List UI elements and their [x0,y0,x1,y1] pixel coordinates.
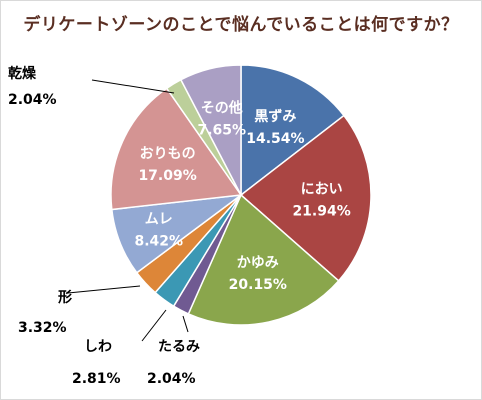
slice-value-2: 20.15% [229,277,287,293]
slice-value-7: 17.09% [138,168,196,184]
slice-value-4: 2.81% [72,371,121,387]
slice-label-1: におい [301,182,343,198]
slice-label-8: 乾燥 [8,65,37,82]
slice-value-0: 14.54% [246,131,304,147]
pie-slice-2 [187,193,340,326]
slice-label-3: たるみ [158,339,200,355]
leader-line-4 [141,309,167,342]
pie-slice-0 [240,64,345,197]
slice-value-3: 2.04% [147,371,196,387]
pie-slice-7 [110,87,243,211]
pie-slice-9 [179,64,242,196]
slice-label-0: 黒ずみ [254,108,296,125]
pie-slice-1 [239,114,372,282]
slice-label-5: 形 [58,289,72,306]
leader-line-3 [182,315,189,333]
slice-label-2: かゆみ [237,255,279,271]
slice-value-6: 8.42% [135,234,184,250]
leader-line-8 [91,79,175,94]
slice-label-6: ムレ [145,212,173,228]
slice-value-5: 3.32% [18,320,67,336]
slice-label-7: おりもの [140,146,196,162]
slice-value-9: 7.65% [198,123,247,139]
slice-value-1: 21.94% [292,204,350,220]
slice-label-4: しわ [84,339,112,355]
chart-title: デリケートゾーンのことで悩んでいることは何ですか？ [23,15,459,35]
leader-line-5 [67,285,141,294]
slice-label-9: その他 [201,100,243,117]
slice-value-8: 2.04% [8,92,57,108]
